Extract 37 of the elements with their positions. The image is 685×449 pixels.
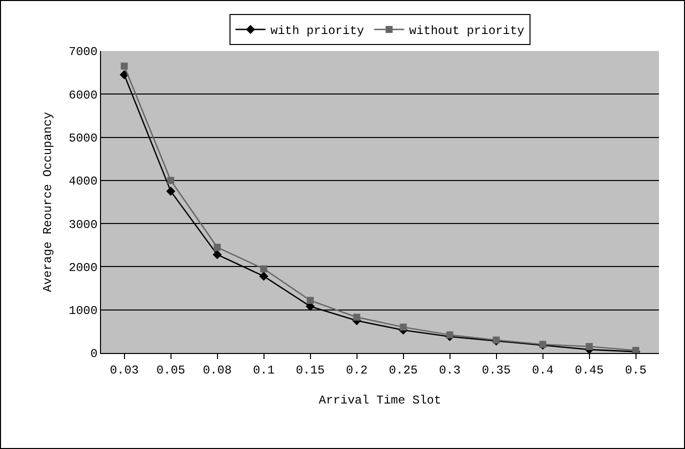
point xyxy=(166,186,176,196)
point xyxy=(586,343,593,350)
x-tick-label: 0.03 xyxy=(110,363,139,378)
y-tick-label: 2000 xyxy=(68,260,98,275)
y-axis-title: Average Reource Occupancy xyxy=(41,112,56,292)
point xyxy=(259,272,268,281)
x-tick-label: 0.25 xyxy=(388,363,418,378)
x-tick-label: 0.4 xyxy=(532,363,554,378)
x-tick-label: 0.08 xyxy=(202,363,232,378)
x-tick-label: 0.45 xyxy=(574,363,604,378)
y-tick-label: 5000 xyxy=(68,131,98,146)
point xyxy=(353,314,360,321)
y-tick-label: 3000 xyxy=(68,218,98,232)
legend-label: without priority xyxy=(409,24,524,38)
x-tick-label: 0.05 xyxy=(156,363,186,378)
x-tick-label: 0.15 xyxy=(296,363,325,378)
point xyxy=(120,62,128,70)
x-tick-label: 0.5 xyxy=(624,363,647,378)
point xyxy=(306,296,314,304)
point xyxy=(400,324,407,331)
point xyxy=(120,70,129,80)
x-tick-label: 0.3 xyxy=(438,363,461,378)
x-tick-label: 0.35 xyxy=(482,363,511,378)
point xyxy=(260,265,268,272)
y-tick-label: 6000 xyxy=(68,88,98,102)
point xyxy=(214,244,221,251)
point xyxy=(212,250,222,260)
y-tick-label: 1000 xyxy=(68,304,98,318)
point xyxy=(167,176,174,184)
point xyxy=(446,331,454,338)
legend-label: with priority xyxy=(270,24,364,38)
x-tick-label: 0.2 xyxy=(346,363,368,378)
y-tick-label: 4000 xyxy=(68,174,98,189)
x-tick-label: 0.1 xyxy=(252,363,275,378)
y-tick-label: 0 xyxy=(90,347,98,362)
x-axis-title: Arrival Time Slot xyxy=(318,393,442,408)
y-tick-label: 7000 xyxy=(68,45,98,60)
